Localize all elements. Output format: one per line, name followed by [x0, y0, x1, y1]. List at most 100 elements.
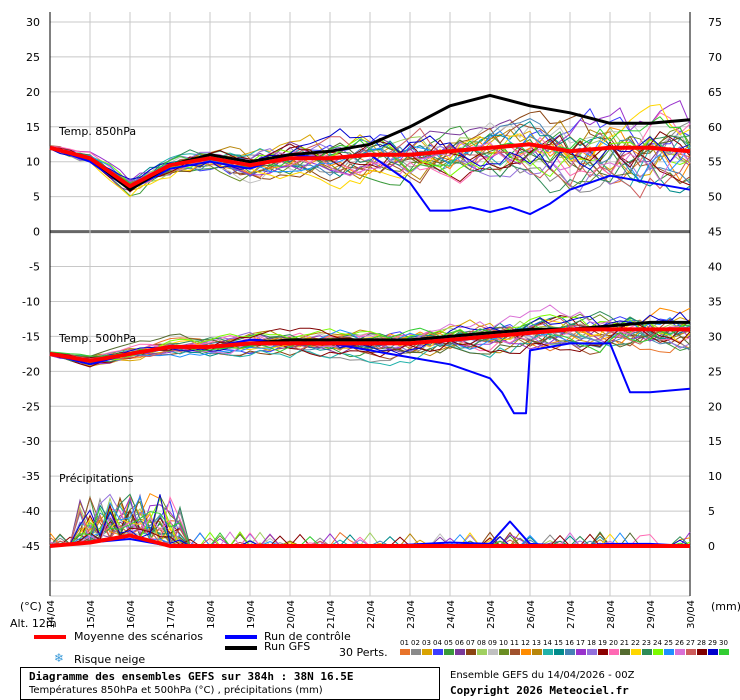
pert-swatch	[642, 649, 652, 655]
pert-number: 08	[477, 639, 486, 647]
pert-number: 11	[510, 639, 519, 647]
right-tick-label: 40	[708, 261, 722, 274]
right-tick-label: 20	[708, 400, 722, 413]
pert-number: 04	[433, 639, 442, 647]
snowflake-icon: ❄	[54, 651, 65, 665]
pert-number: 25	[664, 639, 673, 647]
date-tick-label: 20/04	[286, 600, 297, 629]
date-tick-label: 16/04	[126, 600, 137, 629]
mean-legend: Moyenne des scénarios	[74, 630, 203, 643]
left-tick-label: -20	[22, 365, 40, 378]
pert-number: 26	[675, 639, 684, 647]
date-tick-label: 30/04	[686, 600, 697, 629]
date-tick-label: 18/04	[206, 600, 217, 629]
pert-swatch	[422, 649, 432, 655]
date-tick-label: 23/04	[406, 600, 417, 629]
pert-swatch	[554, 649, 564, 655]
pert-number: 30	[719, 639, 728, 647]
series-line-t850	[49, 146, 691, 216]
pert-number: 15	[554, 639, 563, 647]
right-tick-label: 0	[708, 540, 715, 553]
ensemble-member-line	[49, 329, 691, 357]
pert-number: 09	[488, 639, 497, 647]
altitude-label: Alt. 12m	[10, 617, 57, 630]
date-tick-label: 24/04	[446, 600, 457, 629]
right-tick-label: 35	[708, 295, 722, 308]
right-tick-label: 70	[708, 51, 722, 64]
pert-number: 01	[400, 639, 409, 647]
pert-swatch	[499, 649, 509, 655]
pert-swatch	[521, 649, 531, 655]
left-tick-label: -45	[22, 540, 40, 553]
pert-number: 06	[455, 639, 464, 647]
pert-swatch	[708, 649, 718, 655]
right-tick-label: 75	[708, 16, 722, 29]
left-tick-label: 15	[26, 121, 40, 134]
left-tick-label: -5	[29, 261, 40, 274]
left-tick-label: -15	[22, 330, 40, 343]
control-swatch	[225, 635, 257, 639]
pert-number: 10	[499, 639, 508, 647]
control-legend: Run de contrôle	[264, 630, 351, 643]
left-tick-label: 20	[26, 86, 40, 99]
perts-legend: 30 Perts.	[339, 646, 388, 659]
date-tick-label: 25/04	[486, 600, 497, 629]
pert-swatch	[411, 649, 421, 655]
pert-number: 02	[411, 639, 420, 647]
pert-number: 24	[653, 639, 662, 647]
pert-swatch	[664, 649, 674, 655]
date-tick-label: 17/04	[166, 600, 177, 629]
ensemble-member-line	[49, 304, 691, 359]
right-axis-unit: (mm)	[711, 600, 740, 613]
left-tick-label: 10	[26, 156, 40, 169]
pert-swatch	[587, 649, 597, 655]
pert-number: 16	[565, 639, 574, 647]
right-tick-label: 5	[708, 505, 715, 518]
right-tick-label: 15	[708, 435, 722, 448]
pert-swatch	[433, 649, 443, 655]
gfs-legend: Run GFS	[264, 640, 311, 653]
left-tick-label: -10	[22, 295, 40, 308]
pert-number: 23	[642, 639, 651, 647]
series-line-t850	[49, 142, 691, 189]
pert-number: 03	[422, 639, 431, 647]
grid	[49, 12, 691, 597]
pert-number: 28	[697, 639, 706, 647]
pert-number: 07	[466, 639, 475, 647]
date-tick-label: 19/04	[246, 600, 257, 629]
left-tick-label: 25	[26, 51, 40, 64]
run-info: Ensemble GEFS du 14/04/2026 - 00Z	[450, 670, 635, 681]
pert-number: 20	[609, 639, 618, 647]
date-tick-label: 15/04	[86, 600, 97, 629]
gfs-swatch	[225, 646, 257, 650]
left-axis-unit: (°C)	[20, 600, 42, 613]
date-tick-label: 26/04	[526, 600, 537, 629]
left-tick-label: 30	[26, 16, 40, 29]
date-tick-label: 28/04	[606, 600, 617, 629]
right-tick-label: 55	[708, 156, 722, 169]
axis-ticks: 302520151050-5-10-15-20-25-30-35-40-4575…	[22, 16, 722, 629]
right-tick-label: 60	[708, 121, 722, 134]
ensemble-member-line	[49, 128, 691, 180]
date-tick-label: 14/04	[46, 600, 57, 629]
date-tick-label: 21/04	[326, 600, 337, 629]
pert-swatch	[620, 649, 630, 655]
pert-swatch	[466, 649, 476, 655]
pert-number: 21	[620, 639, 629, 647]
left-tick-label: -35	[22, 470, 40, 483]
pert-swatch	[543, 649, 553, 655]
pert-swatch	[686, 649, 696, 655]
mean-swatch	[34, 635, 66, 639]
pert-swatch	[488, 649, 498, 655]
series-line-precip	[49, 533, 690, 548]
pert-swatch	[532, 649, 542, 655]
pert-swatch	[565, 649, 575, 655]
right-tick-label: 30	[708, 330, 722, 343]
date-tick-label: 22/04	[366, 600, 377, 629]
right-tick-label: 10	[708, 470, 722, 483]
snow-legend: Risque neige	[74, 653, 146, 666]
pert-number: 27	[686, 639, 695, 647]
ensemble-member-line	[49, 135, 691, 194]
pert-number: 13	[532, 639, 541, 647]
pert-swatch	[598, 649, 608, 655]
